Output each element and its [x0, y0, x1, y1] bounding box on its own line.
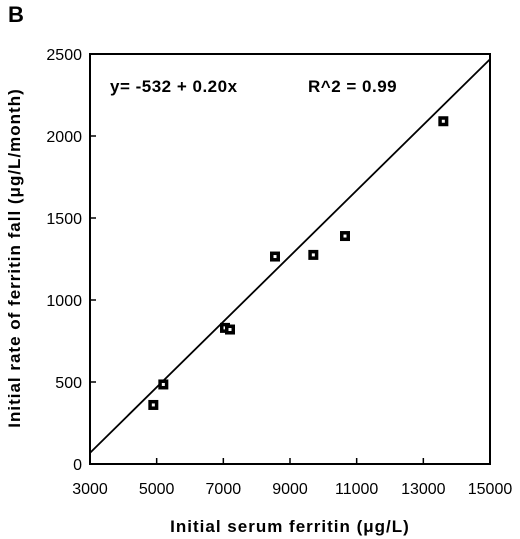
y-tick-label: 1500 — [46, 211, 82, 228]
data-point-center — [151, 403, 155, 407]
y-axis-title: Initial rate of ferritin fall (μg/L/mont… — [5, 88, 24, 428]
data-point-center — [228, 328, 232, 332]
data-point-center — [273, 255, 277, 259]
y-tick-label: 1000 — [46, 293, 82, 310]
plot-area: 3000 5000 7000 9000 11000 13000 15000 0 500 1000 1… — [46, 47, 512, 498]
regression-equation: y= -532 + 0.20x — [110, 77, 238, 96]
x-axis-title: Initial serum ferritin (μg/L) — [170, 517, 410, 536]
x-tick-label: 11000 — [335, 481, 378, 498]
data-point-center — [343, 234, 347, 238]
regression-line — [89, 58, 491, 454]
data-point-center — [441, 119, 445, 123]
y-tick-label: 500 — [55, 375, 82, 392]
y-tick-label: 2500 — [46, 47, 82, 64]
x-tick-label: 5000 — [139, 481, 175, 498]
x-tick-label: 13000 — [401, 481, 446, 498]
y-tick-label: 2000 — [46, 129, 82, 146]
data-point-center — [161, 382, 165, 386]
y-tick-label: 0 — [73, 457, 82, 474]
panel-label: B — [8, 2, 24, 27]
x-tick-label: 15000 — [468, 481, 513, 498]
data-point-center — [311, 253, 315, 257]
x-tick-label: 3000 — [72, 481, 108, 498]
r-squared-label: R^2 = 0.99 — [308, 77, 397, 96]
x-tick-label: 9000 — [272, 481, 308, 498]
x-tick-label: 7000 — [206, 481, 242, 498]
